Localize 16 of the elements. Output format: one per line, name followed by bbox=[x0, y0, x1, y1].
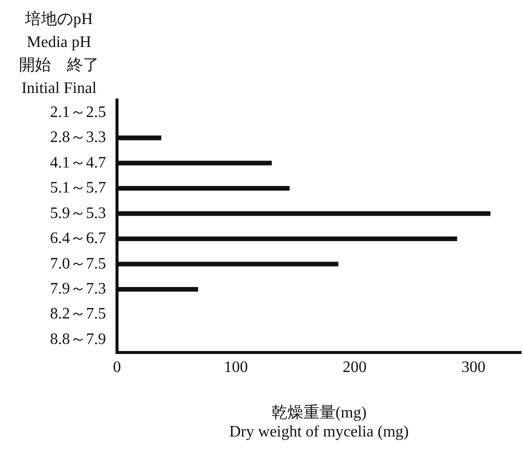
y-tick-label: 6.4～6.7 bbox=[50, 230, 106, 248]
y-tick-label: 7.0～7.5 bbox=[50, 255, 106, 272]
x-tick-label: 100 bbox=[224, 359, 248, 376]
y-tick-label: 5.9～5.3 bbox=[50, 204, 106, 222]
x-tick-label: 300 bbox=[461, 359, 486, 376]
y-tick-label: 5.1～5.7 bbox=[50, 180, 106, 197]
x-tick-label: 0 bbox=[113, 359, 121, 376]
y-tick-label: 7.9～7.3 bbox=[50, 280, 106, 298]
y-tick-label: 2.1～2.5 bbox=[50, 104, 106, 121]
x-axis-title: 乾燥重量(mg) Dry weight of mycelia (mg) bbox=[229, 403, 409, 441]
y-tick-label: 8.2～7.5 bbox=[50, 306, 106, 323]
y-axis-title: 培地のpH Media pH 開始 終了 Initial Final bbox=[19, 10, 99, 98]
y-tick-label: 4.1～4.7 bbox=[50, 154, 106, 172]
y-tick-label: 8.8～7.9 bbox=[50, 330, 106, 348]
y-tick-label: 2.8～3.3 bbox=[50, 129, 106, 146]
x-tick-label: 200 bbox=[342, 359, 367, 376]
